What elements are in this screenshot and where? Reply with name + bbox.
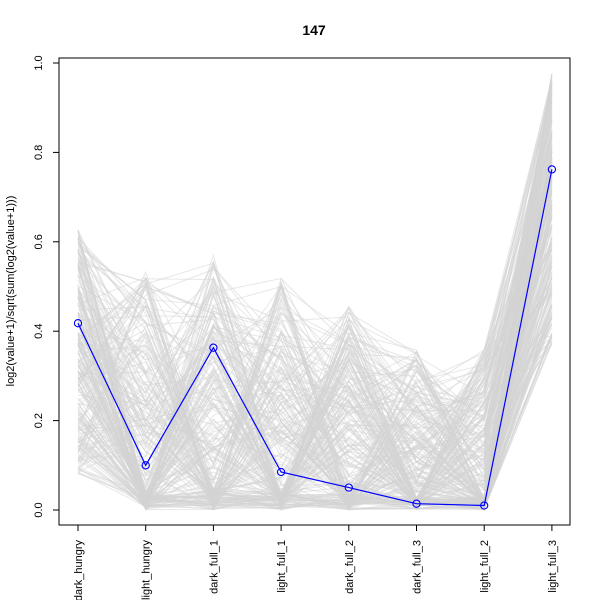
background-profile-line [77,224,553,508]
background-profile-line [77,119,553,508]
background-profile-line [77,75,553,509]
series-point [344,483,353,492]
background-profile-line [77,278,553,507]
y-tick-label: 0.8 [33,145,45,160]
background-profile-line [77,147,553,508]
background-profile-line [77,285,553,500]
x-tick-label: light_full_2 [479,540,491,593]
x-tick-label: dark_full_3 [412,540,424,594]
x-tick-label: dark_hungry [73,540,85,600]
background-profile-line [77,276,553,501]
background-profile-line [77,284,553,502]
y-tick-label: 0.2 [33,413,45,428]
background-profile-line [77,81,553,501]
chart-title: 147 [302,22,326,38]
series-point [141,461,150,470]
background-profile-line [77,152,553,508]
background-profile-line [77,150,553,511]
background-profile-line [77,179,553,509]
background-profile-line [77,205,553,507]
background-profile-line [77,213,553,507]
background-profile-line [77,200,553,509]
background-profile-line [77,193,553,511]
background-profile-line [77,317,553,503]
y-tick-label: 0.6 [33,234,45,249]
background-profile-line [77,138,553,510]
background-profile-line [77,285,553,511]
background-profile-line [77,140,553,503]
series-point [547,165,557,174]
x-tick-label: light_full_3 [547,540,559,593]
background-profile-line [77,182,553,499]
background-profile-line [77,173,553,505]
axes-layer: 0.0 0.2 0.4 0.6 0.8 1.0 dark_hungry light_hungr… [33,55,571,601]
background-lines [77,73,553,512]
background-profile-line [77,318,553,510]
background-profile-line [77,92,553,505]
y-tick-label: 0.4 [33,324,45,339]
background-profile-line [77,179,553,485]
x-tick-label: light_full_1 [276,540,288,593]
series-point [412,499,421,508]
series-point [276,467,286,477]
background-profile-line [77,91,553,508]
y-tick-label: 0.0 [33,502,45,517]
plot-frame [58,57,571,526]
series-layer [73,165,557,510]
y-axis-label: log2(value+1)/sqrt(sum(log2(value+1))) [5,196,17,387]
y-tick-label: 1.0 [33,55,45,70]
series-point [73,319,83,328]
x-tick-label: light_hungry [141,540,153,600]
x-tick-label: dark_full_1 [208,540,220,594]
series-line [77,169,553,507]
background-profile-line [77,88,553,496]
background-profile-line [77,257,553,507]
series-point [209,343,218,352]
series-point [480,501,489,510]
x-tick-label: dark_full_2 [344,540,356,594]
